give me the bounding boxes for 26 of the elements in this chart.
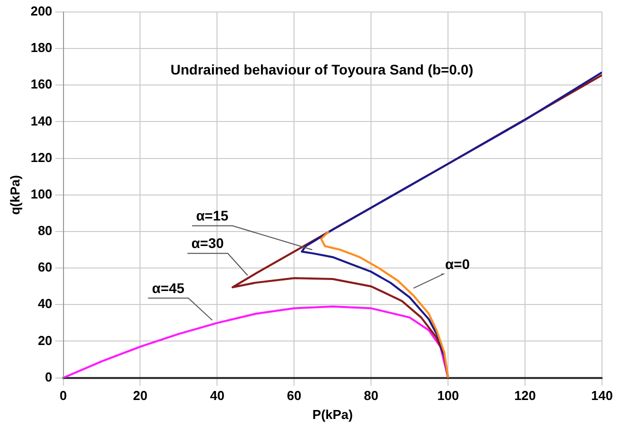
y-tick-label: 20 xyxy=(38,332,52,348)
annotation: α=45 xyxy=(152,280,185,296)
x-tick-label: 0 xyxy=(60,388,67,404)
y-tick-label: 100 xyxy=(30,186,52,202)
x-tick-label: 100 xyxy=(437,388,459,404)
y-tick-label: 160 xyxy=(30,76,52,92)
x-tick-label: 140 xyxy=(591,388,613,404)
y-tick-label: 80 xyxy=(38,223,52,238)
x-tick-label: 20 xyxy=(133,388,148,404)
y-tick-label: 140 xyxy=(30,113,52,128)
y-axis-title: q(kPa) xyxy=(7,175,22,215)
y-tick-label: 40 xyxy=(38,296,52,312)
y-tick-label: 200 xyxy=(30,4,52,19)
x-tick-label: 80 xyxy=(364,388,378,404)
x-tick-label: 120 xyxy=(514,388,536,404)
annotation: α=15 xyxy=(196,208,229,224)
y-tick-label: 180 xyxy=(30,40,52,56)
x-axis-title: P(kPa) xyxy=(312,406,353,422)
y-tick-label: 0 xyxy=(45,369,52,384)
text: Undrained behaviour of Toyoura Sand (b=0.0) xyxy=(170,61,474,78)
annotation: α=0 xyxy=(445,256,470,272)
x-tick-label: 60 xyxy=(286,388,302,404)
annotation: α=30 xyxy=(191,235,224,252)
x-tick-label: 40 xyxy=(210,388,224,404)
y-tick-label: 120 xyxy=(30,150,52,165)
y-tick-label: 60 xyxy=(38,260,52,275)
